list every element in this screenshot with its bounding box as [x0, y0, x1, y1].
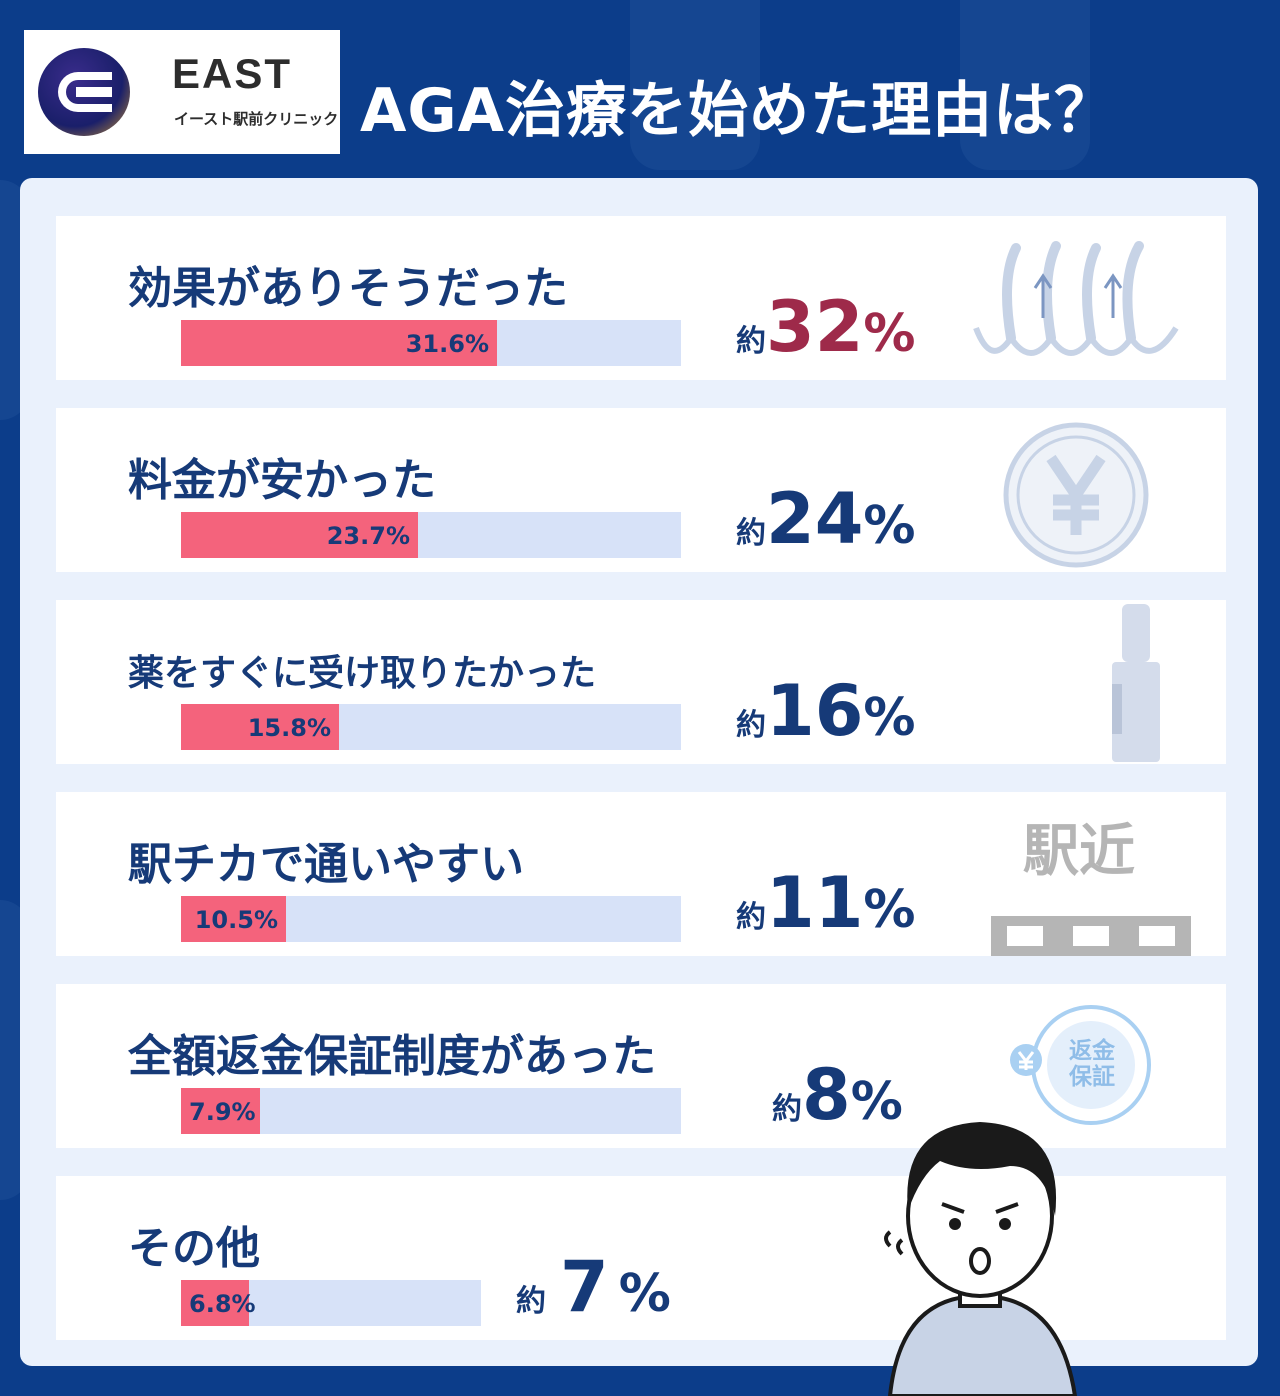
approx-number: 8	[802, 1054, 851, 1136]
approx-number: 24	[766, 478, 864, 560]
station-icon: 駅近	[991, 806, 1191, 956]
reason-row: 全額返金保証制度があった 7.9% 約8% 返金保証	[56, 984, 1226, 1148]
bar-track: 6.8%	[181, 1280, 481, 1326]
logo-mark-icon	[38, 48, 130, 136]
reason-label: 駅チカで通いやすい	[128, 839, 524, 890]
approx-prefix: 約	[736, 324, 766, 359]
approx-number: 11	[766, 862, 864, 944]
bar-fill	[181, 1088, 260, 1134]
approx-percent: 約 7%	[516, 1246, 671, 1328]
bar-track: 23.7%	[181, 512, 681, 558]
reason-label: 全額返金保証制度があった	[128, 1031, 656, 1082]
station-icon-text: 駅近	[1023, 819, 1135, 884]
approx-percent: 約16%	[736, 670, 916, 752]
approx-percent: 約32%	[736, 286, 916, 368]
approx-percent: 約8%	[772, 1054, 903, 1136]
bar-value-label: 10.5%	[194, 906, 278, 934]
background-shape	[630, 0, 760, 170]
reason-row: 料金が安かった 23.7% 約24%	[56, 408, 1226, 572]
bar-value-label: 7.9%	[189, 1098, 256, 1126]
reason-label: 薬をすぐに受け取りたかった	[128, 653, 597, 694]
approx-unit: %	[863, 880, 916, 940]
approx-unit: %	[863, 688, 916, 748]
reason-row: 薬をすぐに受け取りたかった 15.8% 約16%	[56, 600, 1226, 764]
logo-subtitle: イースト駅前クリニック	[174, 110, 339, 128]
bar-fill	[181, 704, 339, 750]
background-shape	[960, 0, 1090, 170]
approx-unit: %	[863, 304, 916, 364]
refund-guarantee-icon: 返金保証	[1006, 1000, 1156, 1130]
reason-label: その他	[128, 1223, 260, 1274]
logo-name: EAST	[172, 50, 293, 97]
clinic-logo: EAST イースト駅前クリニック	[24, 30, 340, 154]
bar-fill	[181, 896, 286, 942]
bar-value-label: 31.6%	[405, 330, 489, 358]
refund-guarantee-text: 返金保証	[1069, 1038, 1115, 1090]
reason-row: 効果がありそうだった 31.6% 約32%	[56, 216, 1226, 380]
bar-track: 7.9%	[181, 1088, 681, 1134]
approx-prefix: 約	[736, 708, 766, 743]
approx-number: 7	[560, 1246, 609, 1328]
approx-unit: %	[618, 1264, 671, 1324]
approx-number: 16	[766, 670, 864, 752]
bar-track: 10.5%	[181, 896, 681, 942]
bar-fill	[181, 1280, 249, 1326]
page-title: AGA治療を始めた理由は？	[360, 76, 1116, 146]
hair-growth-icon	[973, 241, 1179, 356]
approx-number: 32	[766, 286, 864, 368]
bar-track: 15.8%	[181, 704, 681, 750]
approx-percent: 約24%	[736, 478, 916, 560]
bar-value-label: 15.8%	[247, 714, 331, 742]
bar-fill	[181, 320, 497, 366]
approx-prefix: 約	[736, 900, 766, 935]
worried-person-icon	[884, 1122, 1078, 1396]
bar-value-label: 23.7%	[326, 522, 410, 550]
bar-fill	[181, 512, 418, 558]
approx-prefix: 約	[736, 516, 766, 551]
yen-coin-icon	[1003, 422, 1149, 568]
approx-prefix: 約	[516, 1284, 546, 1319]
reason-row: 駅チカで通いやすい 10.5% 約11% 駅近	[56, 792, 1226, 956]
approx-percent: 約11%	[736, 862, 916, 944]
train-track-shape	[991, 916, 1191, 956]
approx-prefix: 約	[772, 1092, 802, 1127]
reason-label: 効果がありそうだった	[128, 263, 568, 314]
reason-label: 料金が安かった	[128, 455, 436, 506]
approx-unit: %	[850, 1072, 903, 1132]
approx-unit: %	[863, 496, 916, 556]
bar-value-label: 6.8%	[189, 1290, 256, 1318]
medicine-bottle-icon	[1112, 604, 1160, 762]
bar-track: 31.6%	[181, 320, 681, 366]
